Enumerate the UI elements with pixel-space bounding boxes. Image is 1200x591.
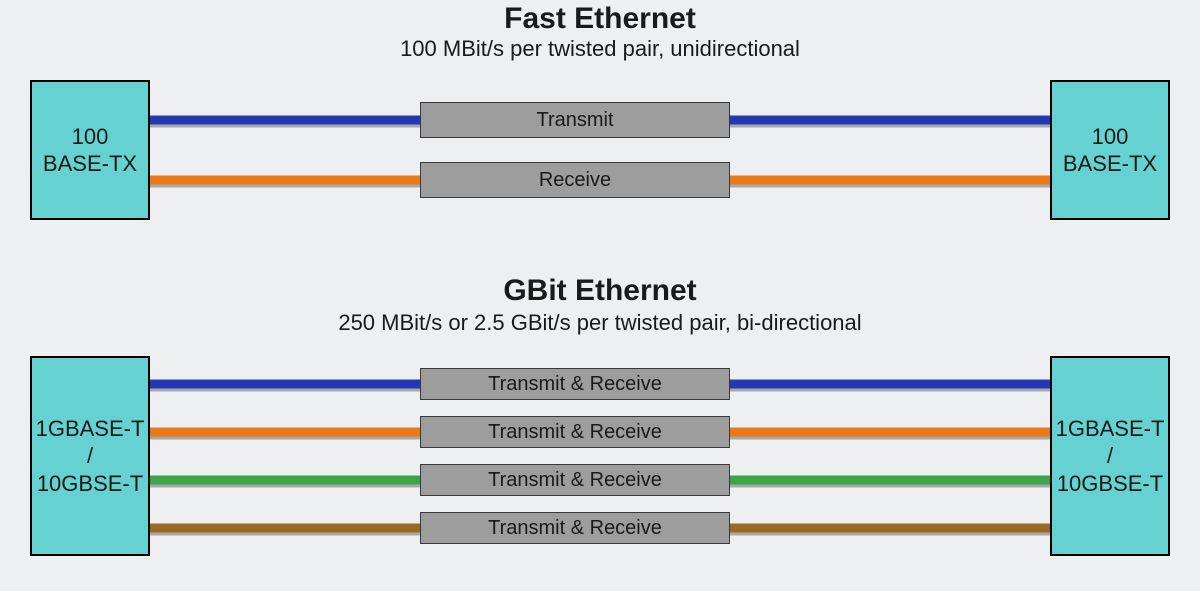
fast-subtitle: 100 MBit/s per twisted pair, unidirectio… [0,36,1200,62]
gbit-diagram: 1GBASE-T / 10GBSE-T 1GBASE-T / 10GBSE-T … [0,356,1200,556]
gbit-pair-label-3: Transmit & Receive [420,512,730,544]
fast-title: Fast Ethernet [0,2,1200,36]
gbit-subtitle: 250 MBit/s or 2.5 GBit/s per twisted pai… [0,310,1200,336]
fast-pair-label-1: Receive [420,162,730,198]
gbit-title: GBit Ethernet [0,274,1200,308]
fast-pair-1 [0,80,1200,220]
fast-diagram: 100 BASE-TX 100 BASE-TX Transmit [0,80,1200,220]
